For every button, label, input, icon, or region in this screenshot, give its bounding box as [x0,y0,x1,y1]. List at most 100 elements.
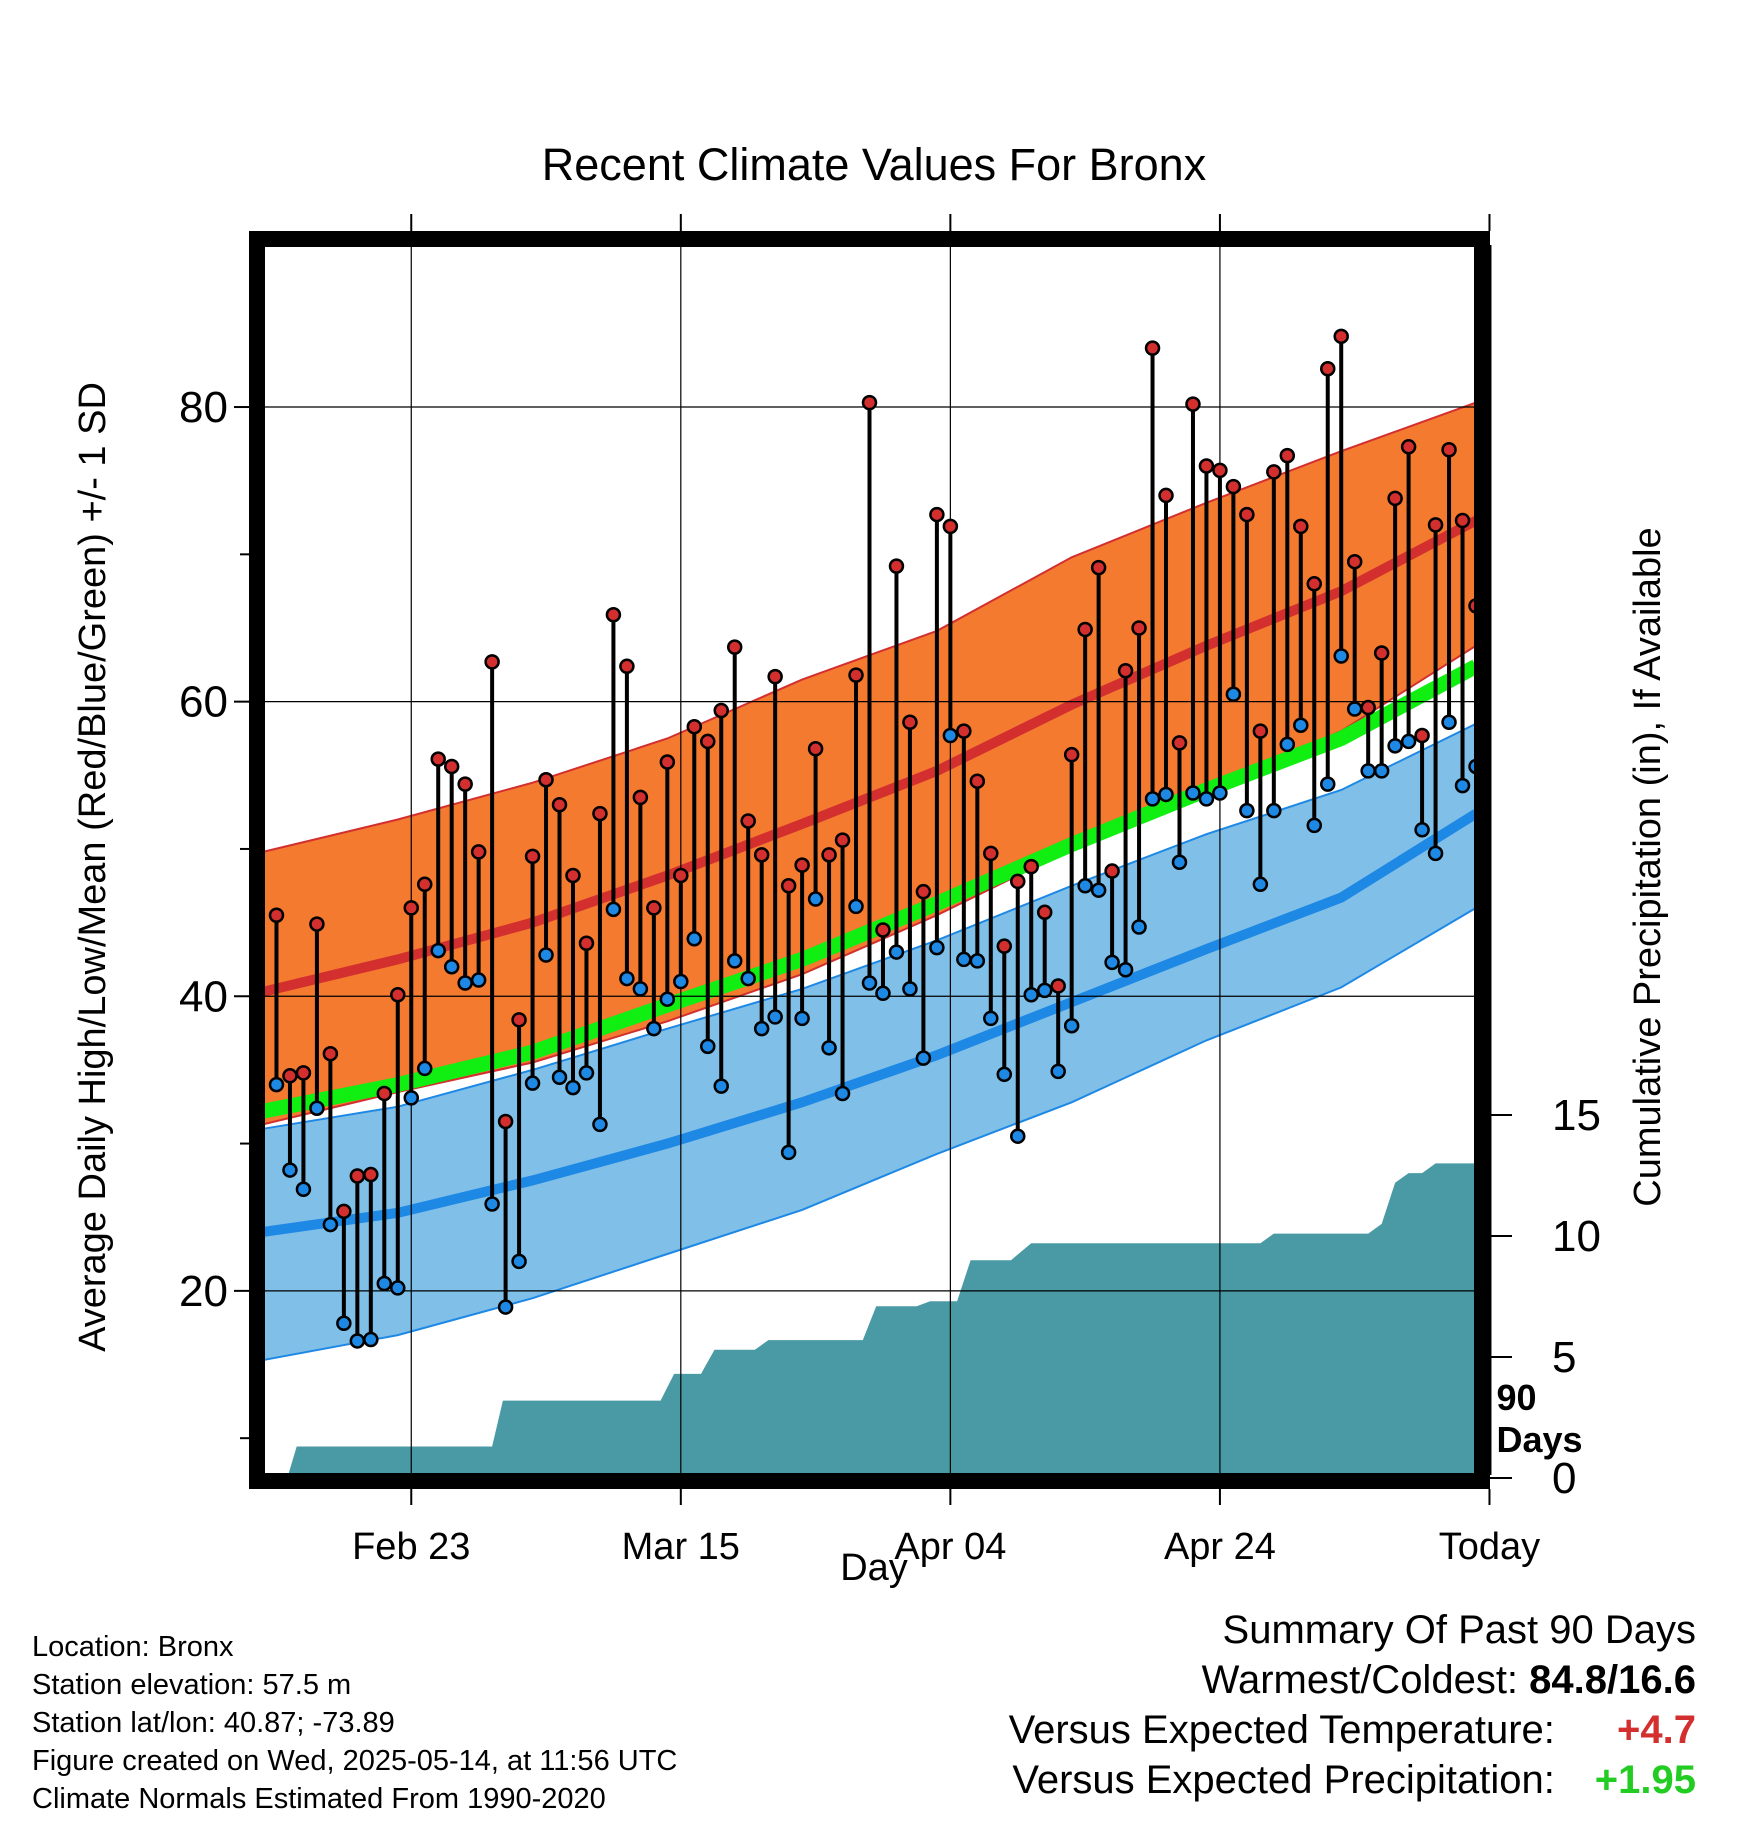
daily-high-point [1279,447,1296,464]
daily-low-point [848,898,864,915]
daily-low-point [295,1181,312,1197]
summary-warmest-row: Warmest/Coldest: 84.8/16.6 [1009,1655,1696,1705]
daily-low-point [659,991,676,1007]
daily-low-point [1266,802,1282,819]
daily-high-point [322,1045,339,1062]
daily-low-point [497,1299,514,1315]
daily-low-point [1306,817,1323,834]
summary-panel: Summary Of Past 90 Days Warmest/Coldest:… [1009,1605,1696,1805]
daily-high-point [673,867,689,884]
daily-high-point [1373,645,1390,661]
elevation-text: Station elevation: 57.5 m [32,1669,352,1701]
grid-layer [263,245,1476,1475]
daily-low-point [821,1040,837,1056]
daily-high-point [834,832,851,848]
precip-label: Versus Expected Precipitation: [1012,1758,1555,1802]
daily-low-point [524,1075,541,1091]
daily-high-point [807,741,824,757]
daily-low-point [1104,954,1120,971]
daily-low-point [1333,648,1349,664]
daily-low-point [861,975,878,991]
daily-high-point [983,845,999,862]
daily-bars-layer [268,328,1484,1349]
daily-high-point [403,900,420,916]
daily-low-point [376,1275,393,1292]
daily-high-point [1077,621,1093,638]
daily-low-point [282,1162,298,1178]
low-normal-line [262,809,1479,1237]
daily-high-point [956,723,972,739]
daily-high-point [511,1012,527,1028]
daily-low-point [1319,776,1336,792]
plot-frame [249,231,1490,1489]
daily-high-point [969,773,986,789]
latlon-text: Station lat/lon: 40.87; -73.89 [32,1707,395,1739]
daily-low-point [1414,822,1430,838]
daily-high-point [551,797,568,813]
daily-low-point [780,1144,797,1161]
precip-area [276,1156,1476,1478]
daily-high-point [726,639,743,655]
daily-high-point [443,758,460,775]
daily-low-point [1158,786,1174,803]
daily-low-point [807,891,824,907]
daily-high-point [1090,559,1107,576]
daily-high-point [700,733,716,750]
location-text: Location: Bronx [32,1631,234,1663]
daily-low-point [740,970,756,987]
daily-high-point [1414,727,1430,744]
daily-high-point [753,847,770,863]
daily-low-point [1036,982,1053,999]
daily-high-point [349,1168,366,1184]
daily-low-point [632,981,649,997]
daily-low-point [1252,876,1269,893]
daily-high-point [1158,487,1174,504]
daily-high-point [902,714,918,731]
x-tick-label: Apr 04 [894,1526,1006,1568]
daily-low-point [605,901,622,918]
daily-low-point [753,1020,770,1037]
daily-low-point [942,727,959,744]
daily-high-point [430,751,446,767]
precip-tick-label: 15 [1552,1091,1601,1140]
daily-low-point [956,951,972,968]
daily-low-point [1117,961,1134,978]
temp-value: +4.7 [1617,1708,1696,1752]
daily-high-point [565,867,581,884]
daily-high-point [888,558,905,574]
daily-high-point [1198,458,1215,474]
daily-low-point [1077,878,1093,894]
daily-low-point [578,1065,595,1081]
daily-high-point [646,900,662,916]
today-marker-label: 90 [1496,1377,1536,1418]
daily-high-point [1360,699,1376,716]
daily-low-point [1010,1128,1026,1144]
daily-high-point [497,1113,514,1130]
station-info: Location: Bronx Station elevation: 57.5 … [32,1628,677,1818]
created-text: Figure created on Wed, 2025-05-14, at 11… [32,1745,678,1777]
daily-low-point [1212,785,1228,801]
daily-high-point [376,1085,393,1102]
daily-low-point [646,1020,662,1037]
daily-high-point [767,668,783,685]
daily-high-point [336,1203,352,1220]
daily-low-point [1171,854,1188,870]
daily-low-point [309,1100,325,1116]
plot-border [249,231,1490,1489]
daily-low-point [322,1216,339,1233]
daily-low-point [1373,763,1390,779]
daily-high-point [1306,576,1323,592]
daily-low-point [929,939,945,956]
daily-high-point [686,718,703,735]
daily-high-point [794,857,810,873]
daily-high-point [416,876,433,893]
daily-high-point [929,506,945,523]
daily-high-point [1023,858,1039,875]
daily-low-point [1346,701,1363,717]
daily-low-point [1185,785,1201,801]
daily-high-point [282,1068,298,1084]
chart-title: Recent Climate Values For Bronx [542,139,1207,190]
daily-high-point [578,935,595,951]
